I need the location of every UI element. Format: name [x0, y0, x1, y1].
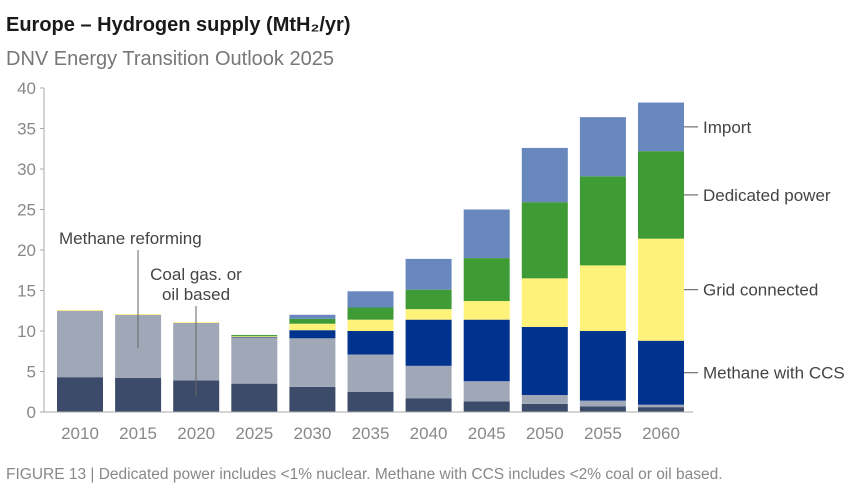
bar-segment: [638, 151, 684, 239]
bar-segment: [638, 407, 684, 412]
annotation-coal-line2: oil based: [162, 285, 230, 304]
bar-segment: [463, 301, 510, 320]
bar-segment: [289, 314, 336, 319]
figure-caption: FIGURE 13 | Dedicated power includes <1%…: [6, 466, 723, 483]
bar-segment: [289, 386, 336, 412]
bar-segment: [347, 291, 394, 308]
bar-segment: [347, 319, 394, 331]
bar-segment: [231, 337, 278, 384]
bar-segment: [57, 377, 103, 412]
bar-segment: [579, 406, 626, 412]
bar-segment: [347, 307, 394, 320]
x-tick-label: 2050: [526, 424, 564, 443]
bar-segment: [463, 258, 510, 302]
y-tick-label: 5: [27, 363, 36, 382]
x-tick-label: 2020: [177, 424, 215, 443]
bar-segment: [231, 336, 278, 338]
bar-segment: [521, 326, 568, 395]
bar-segment: [405, 319, 452, 366]
bar-segment: [521, 278, 568, 327]
x-tick-label: 2035: [352, 424, 390, 443]
x-tick-label: 2045: [468, 424, 506, 443]
x-tick-label: 2030: [293, 424, 331, 443]
bar-segment: [638, 102, 684, 152]
x-tick-label: 2025: [235, 424, 273, 443]
y-tick-label: 20: [17, 241, 36, 260]
legend-label: Grid connected: [703, 281, 818, 300]
y-tick-label: 0: [27, 403, 36, 422]
bar-segment: [347, 391, 394, 412]
bar-segment: [231, 383, 278, 412]
bar-segment: [463, 209, 510, 259]
bar-segment: [638, 238, 684, 341]
x-tick-label: 2015: [119, 424, 157, 443]
chart-subtitle: DNV Energy Transition Outlook 2025: [6, 48, 334, 70]
bar-segment: [521, 403, 568, 412]
y-tick-label: 30: [17, 160, 36, 179]
bar-segment: [463, 319, 510, 382]
bar-segment: [347, 331, 394, 355]
bar-segment: [347, 354, 394, 392]
y-tick-label: 15: [17, 282, 36, 301]
bar-segment: [638, 340, 684, 405]
y-tick-label: 40: [17, 79, 36, 98]
bar-segment: [638, 404, 684, 408]
legend-label: Methane with CCS: [703, 364, 845, 383]
bar-segment: [231, 335, 278, 337]
x-tick-label: 2010: [61, 424, 99, 443]
bar-segment: [405, 289, 452, 310]
y-tick-label: 35: [17, 120, 36, 139]
bar-segment: [579, 265, 626, 331]
bar-segment: [579, 117, 626, 177]
x-tick-label: 2040: [410, 424, 448, 443]
bar-segment: [521, 394, 568, 404]
bar-segment: [57, 310, 103, 378]
bar-segment: [521, 147, 568, 203]
x-tick-label: 2055: [584, 424, 622, 443]
bar-segment: [115, 377, 162, 412]
bar-segment: [405, 365, 452, 399]
bar-segment: [289, 323, 336, 331]
bar-segment: [579, 400, 626, 407]
bar-segment: [405, 309, 452, 320]
bar-segment: [579, 331, 626, 401]
x-tick-label: 2060: [642, 424, 680, 443]
bar-segment: [231, 336, 278, 338]
bar-segment: [463, 381, 510, 402]
annotation-methane-reforming: Methane reforming: [59, 229, 202, 248]
legend-label: Import: [703, 118, 751, 137]
bar-segment: [579, 176, 626, 266]
bar-segment: [289, 338, 336, 387]
y-tick-label: 10: [17, 322, 36, 341]
bar-segment: [405, 398, 452, 412]
bar-segment: [57, 309, 103, 311]
bar-segment: [289, 318, 336, 324]
y-tick-label: 25: [17, 201, 36, 220]
bar-segment: [463, 401, 510, 412]
bar-segment: [289, 330, 336, 339]
annotation-coal-line1: Coal gas. or: [150, 265, 242, 284]
bar-segment: [405, 258, 452, 290]
chart-title: Europe – Hydrogen supply (MtH₂/yr): [6, 14, 351, 36]
bar-segment: [521, 202, 568, 279]
legend-label: Dedicated power: [703, 186, 831, 205]
